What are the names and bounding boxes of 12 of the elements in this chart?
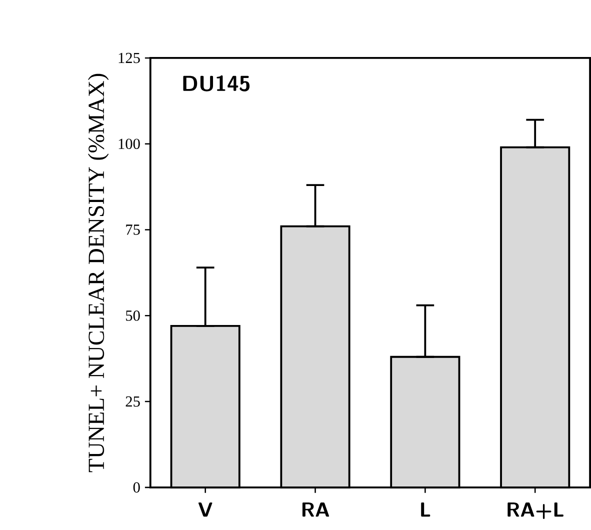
y-tick-label: 125 — [118, 52, 140, 63]
y-tick-label: 75 — [126, 224, 140, 235]
x-tick-label: RA — [302, 502, 330, 516]
y-tick-label: 50 — [126, 310, 140, 321]
annotation: DU145 — [183, 75, 250, 92]
x-tick-label: RA+L — [508, 502, 564, 519]
x-tick-label: V — [198, 502, 212, 516]
y-tick-label: 0 — [133, 482, 140, 492]
y-tick-label: 25 — [126, 396, 140, 406]
y-tick-label: 100 — [118, 138, 140, 149]
y-axis-title: TUNEL+ NUCLEAR DENSITY (%MAX) — [88, 74, 109, 472]
x-tick-label: L — [421, 502, 430, 516]
